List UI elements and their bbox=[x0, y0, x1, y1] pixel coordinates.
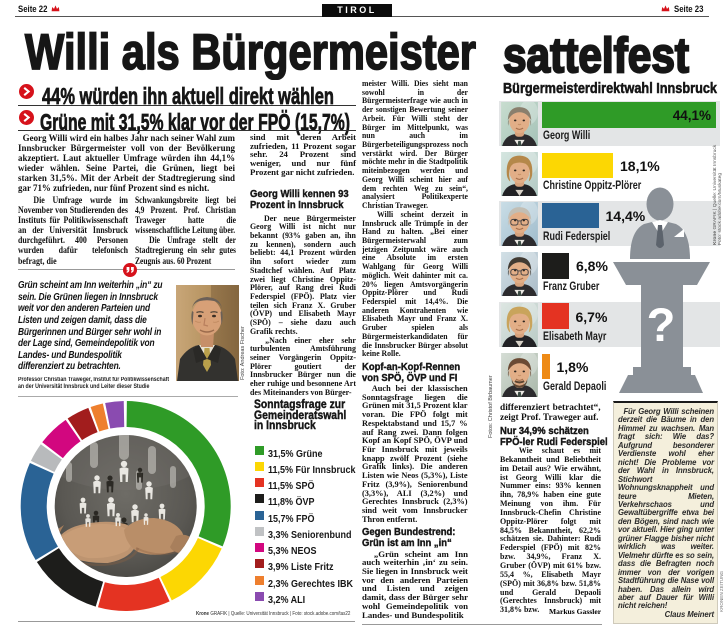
svg-text:?: ? bbox=[647, 298, 676, 351]
